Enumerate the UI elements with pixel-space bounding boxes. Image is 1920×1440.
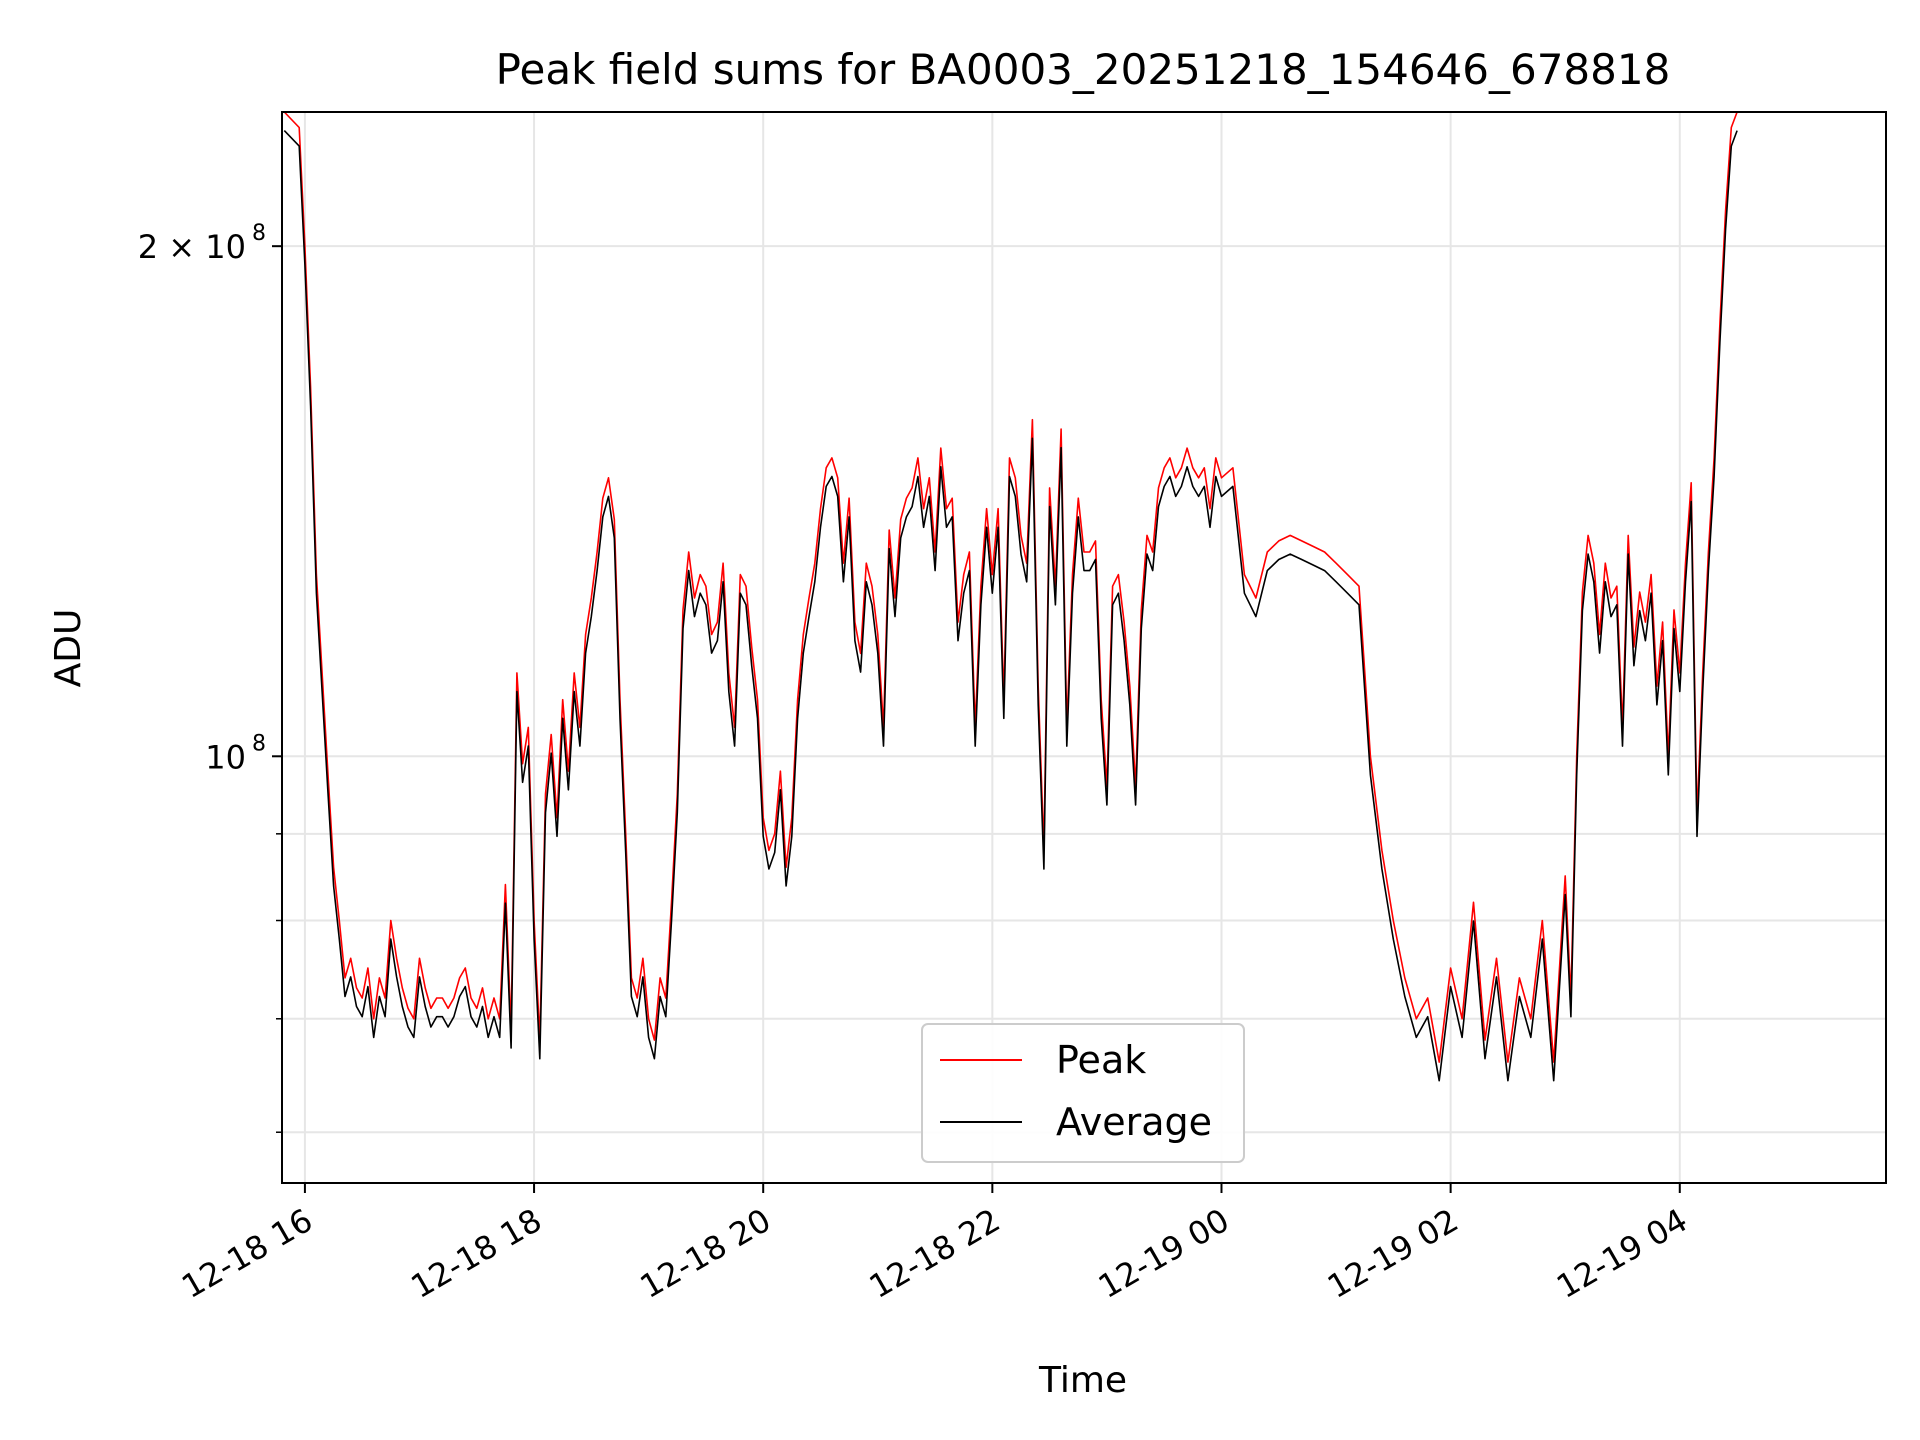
plot-frame (281, 111, 1887, 1184)
series-average (283, 130, 1738, 1082)
y-axis-ticks: 10 82 × 10 8 (138, 221, 282, 1133)
grid (282, 112, 1886, 1183)
legend: Peak Average (921, 1023, 1245, 1163)
y-tick-label: 2 × 10 (138, 228, 246, 266)
legend-peak-label: Peak (1056, 1038, 1146, 1082)
y-tick-exponent: 8 (252, 221, 266, 246)
legend-box (921, 1023, 1245, 1163)
peak-line (283, 111, 1738, 1063)
y-tick-base: 2 × 10 (138, 228, 246, 266)
y-tick-label: 10 (205, 738, 246, 776)
chart-title: Peak field sums for BA0003_20251218_1546… (496, 45, 1671, 94)
x-axis-label: Time (1038, 1360, 1127, 1401)
legend-average-label: Average (1056, 1100, 1212, 1144)
average-line (283, 130, 1738, 1082)
y-tick-exponent: 8 (252, 731, 266, 756)
series-peak (283, 111, 1738, 1063)
y-axis-label: ADU (48, 609, 89, 688)
y-tick-base: 10 (205, 738, 246, 776)
